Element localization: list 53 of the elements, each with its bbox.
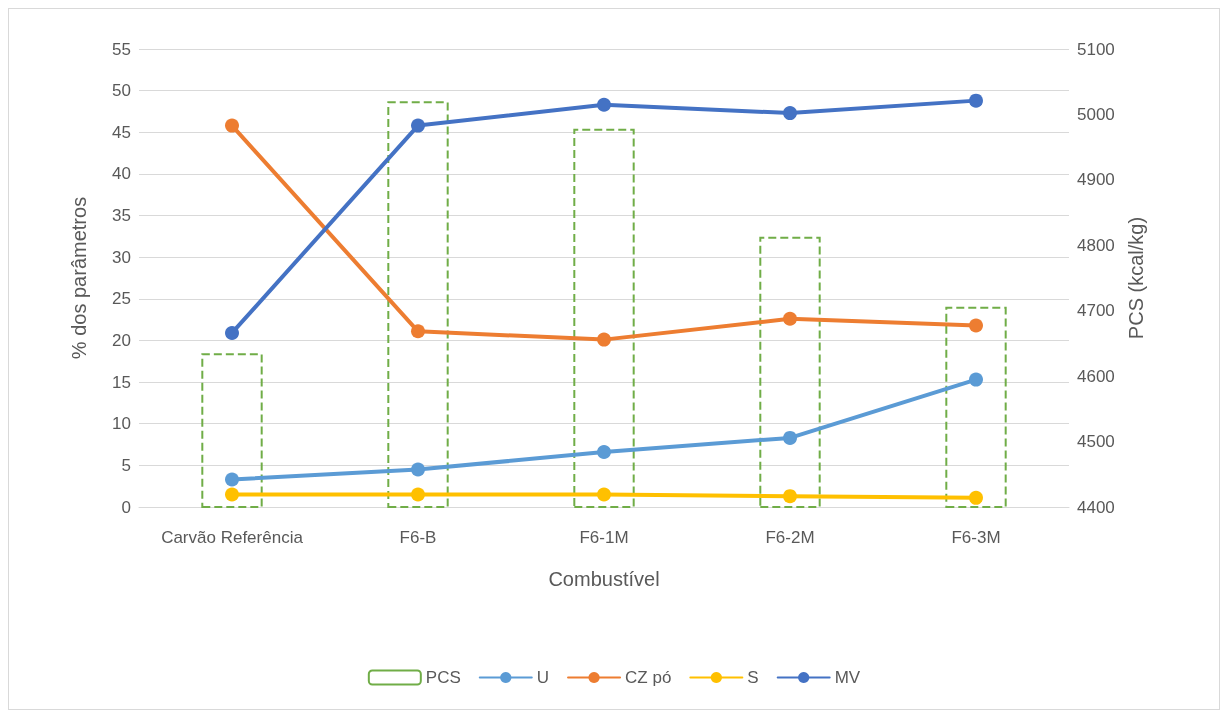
legend-label: U — [536, 668, 550, 687]
point — [783, 489, 797, 504]
y2-tick-label: 4900 — [1077, 170, 1115, 190]
y2-tick-label: 5000 — [1077, 104, 1115, 124]
x-tick-label: Carvão Referência — [161, 528, 304, 547]
y2-tick-label: 4500 — [1077, 432, 1115, 452]
y-tick-label: 30 — [112, 247, 131, 267]
y-tick-label: 5 — [121, 455, 131, 475]
y2-tick-label: 4800 — [1077, 235, 1115, 255]
x-tick-label: F6-2M — [765, 528, 815, 547]
point — [597, 97, 611, 112]
point — [225, 472, 239, 487]
x-tick-label: F6-3M — [951, 528, 1001, 547]
point — [597, 332, 611, 347]
y-tick-label: 10 — [112, 414, 131, 434]
legend-label: CZ pó — [625, 668, 672, 687]
legend-label: MV — [834, 668, 861, 687]
y2-tick-label: 4600 — [1077, 366, 1115, 386]
point — [783, 311, 797, 326]
point — [411, 462, 425, 477]
point — [969, 93, 983, 108]
point — [597, 445, 611, 460]
point — [969, 318, 983, 333]
x-axis-title: Combustível — [548, 568, 660, 590]
point — [969, 490, 983, 505]
point — [411, 487, 425, 502]
point — [783, 430, 797, 445]
y-tick-label: 50 — [112, 81, 131, 101]
point — [225, 325, 239, 340]
y2-tick-label: 4400 — [1077, 497, 1115, 517]
y2-tick-label: 5100 — [1077, 39, 1115, 59]
point — [225, 118, 239, 133]
y2-tick-label: 4700 — [1077, 301, 1115, 321]
point — [411, 118, 425, 133]
legend-label: PCS — [425, 668, 461, 687]
y-tick-label: 0 — [121, 497, 131, 517]
y-tick-label: 55 — [112, 39, 131, 59]
point — [411, 324, 425, 339]
x-tick-label: F6-B — [399, 528, 437, 547]
point — [225, 487, 239, 502]
y2-axis-title: PCS (kcal/kg) — [1124, 216, 1147, 340]
y-tick-label: 40 — [112, 164, 131, 184]
point — [969, 372, 983, 387]
y-tick-label: 20 — [112, 330, 131, 350]
point — [597, 487, 611, 502]
x-tick-label: F6-1M — [579, 528, 629, 547]
legend-label: S — [747, 668, 759, 687]
y-tick-label: 35 — [112, 206, 131, 226]
y-tick-label: 15 — [112, 372, 131, 392]
y-axis-title: % dos parâmetros — [68, 196, 90, 360]
y-tick-label: 25 — [112, 289, 131, 309]
point — [783, 106, 797, 121]
y-tick-label: 45 — [112, 122, 131, 142]
